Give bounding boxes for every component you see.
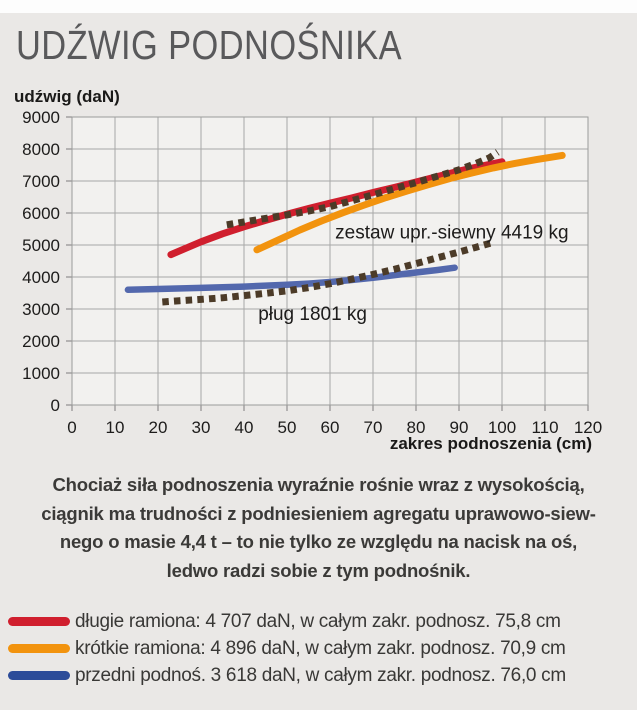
y-tick-label: 3000 <box>22 300 60 319</box>
annotation-1: pług 1801 kg <box>258 304 367 325</box>
top-white-strip <box>0 0 637 13</box>
y-tick-label: 7000 <box>22 172 60 191</box>
zestaw-uprawowo-siewny-line <box>226 149 500 229</box>
caption-line-2: ciągnik ma trudności z podniesieniem agr… <box>41 502 596 524</box>
legend-label-dlugie-ramiona: długie ramiona: 4 707 daN, w całym zakr.… <box>75 610 561 632</box>
legend-swatch-red <box>8 617 70 626</box>
x-axis-title: zakres podnoszenia (cm) <box>390 434 592 453</box>
legend-swatch-blue <box>8 671 70 680</box>
krotkie-ramiona-line <box>253 151 566 254</box>
legend: długie ramiona: 4 707 daN, w całym zakr.… <box>8 610 637 687</box>
x-tick-label: 100 <box>488 418 516 437</box>
y-tick-label: 8000 <box>22 140 60 159</box>
y-tick-label: 4000 <box>22 268 60 287</box>
plot-frame <box>71 116 589 406</box>
x-tick-label: 30 <box>192 418 211 437</box>
lift-capacity-chart: 0 10 20 30 40 50 60 70 80 90 100 110 120 0 1000 2000 300… <box>0 85 637 460</box>
legend-swatch-orange <box>8 644 70 653</box>
x-tick-label: 120 <box>574 418 602 437</box>
y-tick-label: 2000 <box>22 332 60 351</box>
y-tick-label: 9000 <box>22 108 60 127</box>
y-axis-title: udźwig (daN) <box>14 87 120 106</box>
x-tick-label: 110 <box>531 418 558 437</box>
legend-label-krotkie-ramiona: krótkie ramiona: 4 896 daN, w całym zakr… <box>75 637 566 659</box>
x-tick-label: 20 <box>149 418 168 437</box>
y-tick-label: 1000 <box>22 364 60 383</box>
legend-item-przedni-podnosnik: przedni podnoś. 3 618 daN, w całym zakr.… <box>8 664 637 687</box>
page-title: UDŹWIG PODNOŚNIKA <box>16 22 403 68</box>
plug-line <box>162 239 495 306</box>
lift-capacity-chart-svg: 0 10 20 30 40 50 60 70 80 90 100 110 120 0 1000 2000 300… <box>14 87 602 453</box>
x-tick-label: 0 <box>67 418 76 437</box>
legend-label-przedni-podnosnik: przedni podnoś. 3 618 daN, w całym zakr.… <box>75 664 566 686</box>
legend-item-krotkie-ramiona: krótkie ramiona: 4 896 daN, w całym zakr… <box>8 637 637 660</box>
caption: Chociaż siła podnoszenia wyraźnie rośnie… <box>0 471 637 585</box>
x-tick-label: 90 <box>450 418 469 437</box>
legend-item-dlugie-ramiona: długie ramiona: 4 707 daN, w całym zakr.… <box>8 610 637 633</box>
y-tick-label: 6000 <box>22 204 60 223</box>
x-tick-label: 70 <box>364 418 383 437</box>
x-tick-label: 50 <box>278 418 297 437</box>
y-tick-label: 0 <box>51 396 60 415</box>
caption-line-3: nego o masie 4,4 t – to nie tylko ze wzg… <box>59 531 578 552</box>
annotation-0: zestaw upr.-siewny 4419 kg <box>335 223 568 244</box>
caption-line-4: ledwo radzi sobie z tym podnośnik. <box>166 559 471 581</box>
x-tick-label: 40 <box>235 418 254 437</box>
x-tick-label: 60 <box>321 418 340 437</box>
x-tick-label: 10 <box>106 418 125 437</box>
y-tick-label: 5000 <box>22 236 60 255</box>
x-tick-label: 80 <box>407 418 426 437</box>
caption-line-1: Chociaż siła podnoszenia wyraźnie rośnie… <box>52 474 585 495</box>
